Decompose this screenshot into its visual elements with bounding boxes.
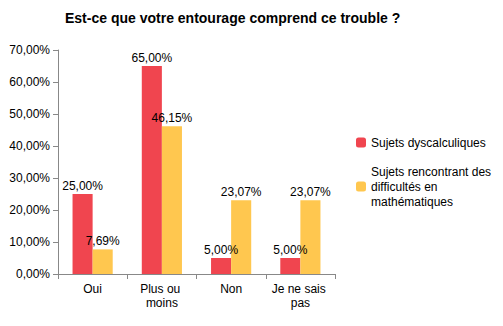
svg-text:50,00%: 50,00% [9,107,50,121]
svg-text:23,07%: 23,07% [290,185,331,199]
svg-text:moins: moins [146,296,178,310]
svg-text:Je ne sais: Je ne sais [272,282,329,296]
svg-text:pas: pas [291,296,310,310]
svg-text:Non: Non [220,282,242,296]
svg-text:20,00%: 20,00% [9,203,50,217]
svg-text:10,00%: 10,00% [9,235,50,249]
svg-text:40,00%: 40,00% [9,139,50,153]
svg-text:7,69%: 7,69% [86,234,120,248]
svg-text:Sujets rencontrant des: Sujets rencontrant des [371,165,494,179]
svg-text:difficultés en: difficultés en [371,180,441,194]
svg-text:60,00%: 60,00% [9,75,50,89]
svg-text:Sujets dyscalculiques: Sujets dyscalculiques [371,136,486,150]
svg-text:Oui: Oui [83,282,102,296]
svg-text:65,00%: 65,00% [131,51,172,65]
svg-text:5,00%: 5,00% [273,243,307,257]
svg-text:23,07%: 23,07% [221,185,262,199]
svg-text:5,00%: 5,00% [204,243,238,257]
svg-text:mathématiques: mathématiques [371,195,453,209]
svg-text:46,15%: 46,15% [152,111,193,125]
svg-text:Est-ce que votre entourage com: Est-ce que votre entourage comprend ce t… [65,10,400,26]
svg-text:Plus ou: Plus ou [140,282,183,296]
svg-text:70,00%: 70,00% [9,43,50,57]
svg-text:30,00%: 30,00% [9,171,50,185]
svg-text:25,00%: 25,00% [62,179,103,193]
svg-text:0,00%: 0,00% [16,267,50,281]
